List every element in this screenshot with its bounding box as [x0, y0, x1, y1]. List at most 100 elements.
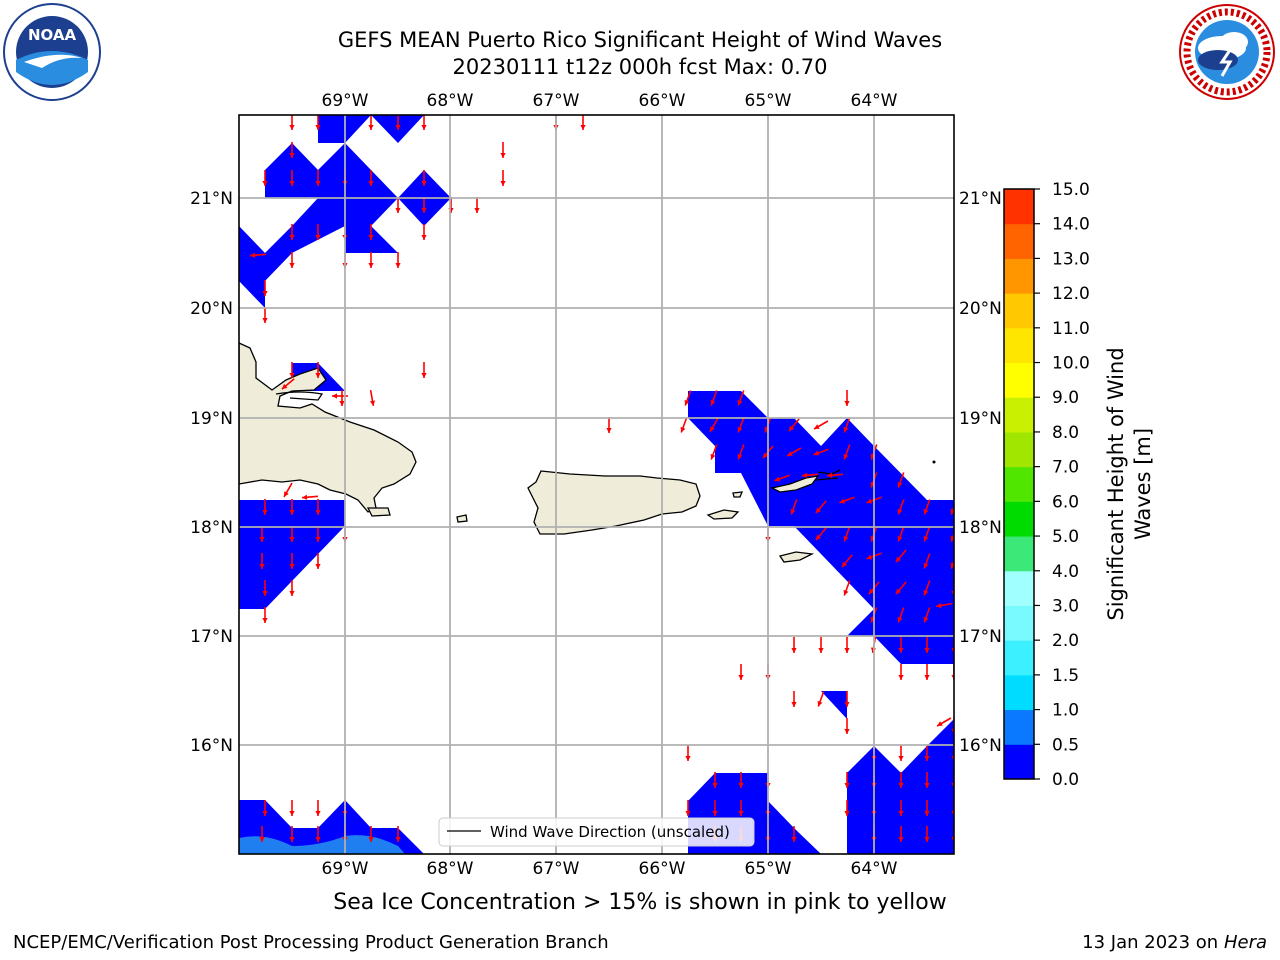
colorbar-segment [1004, 605, 1034, 641]
wind-wave-arrow [259, 553, 265, 569]
wind-wave-arrow [262, 800, 268, 816]
wind-wave-arrow [289, 252, 295, 268]
wind-wave-arrow [421, 170, 427, 186]
beata-island [366, 507, 391, 517]
lon-label: 67°W [533, 859, 580, 879]
wind-wave-arrow [474, 197, 480, 213]
wind-wave-arrow [369, 389, 376, 407]
wind-wave-arrow [817, 691, 825, 707]
wind-wave-arrow [685, 800, 691, 816]
lat-label: 20°N [959, 299, 1002, 319]
lon-label: 65°W [745, 859, 792, 879]
wind-wave-arrow [844, 800, 850, 816]
legend-label: Wind Wave Direction (unscaled) [490, 823, 730, 841]
hispaniola-landmass [239, 342, 417, 513]
colorbar-segment [1004, 674, 1034, 711]
wind-wave-arrow [843, 444, 851, 460]
colorbar-segment [1004, 431, 1034, 468]
lat-label: 19°N [190, 409, 233, 429]
wind-wave-arrow [259, 826, 265, 842]
colorbar-segment [1004, 744, 1034, 780]
colorbar-tick-label: 1.5 [1052, 666, 1079, 686]
wind-wave-arrow [262, 499, 268, 515]
colorbar-segment [1004, 501, 1034, 537]
wind-wave-arrow [262, 580, 268, 596]
wind-wave-arrow [500, 142, 506, 158]
wind-wave-arrow [923, 499, 931, 515]
wind-wave-arrow [315, 224, 321, 240]
lon-labels-bottom: 69°W 68°W 67°W 66°W 65°W 64°W [322, 859, 898, 879]
wind-wave-arrow [923, 607, 931, 623]
colorbar-segment [1004, 293, 1034, 329]
wind-wave-arrow [395, 826, 401, 842]
wind-wave-arrow [737, 417, 745, 433]
wind-wave-arrow [315, 170, 321, 186]
lon-label: 69°W [322, 859, 369, 879]
wind-wave-arrow [936, 717, 952, 727]
colorbar-tick-label: 9.0 [1052, 388, 1079, 408]
wind-wave-arrow [841, 554, 853, 568]
wind-wave-arrow [712, 800, 718, 816]
colorbar-segment [1004, 536, 1034, 572]
lat-labels-right: 21°N 20°N 19°N 18°N 17°N 16°N [959, 189, 1002, 756]
wind-wave-arrow [421, 197, 427, 213]
colorbar-tick-label: 14.0 [1052, 215, 1090, 235]
wind-wave-arrow [897, 499, 905, 515]
colorbar-tick-label: 11.0 [1052, 319, 1090, 339]
wind-wave-arrow [709, 417, 719, 433]
wind-wave-arrow [813, 420, 829, 430]
wind-wave-arrows [249, 115, 954, 842]
wind-wave-arrow [924, 826, 930, 842]
lon-label: 68°W [427, 91, 474, 111]
wind-wave-arrow [368, 115, 374, 130]
wind-wave-arrow [790, 499, 798, 515]
lat-label: 18°N [190, 518, 233, 538]
puerto-rico-landmass [527, 470, 701, 535]
wind-wave-arrow [421, 115, 427, 130]
colorbar-segment [1004, 327, 1034, 364]
wind-wave-arrow [898, 772, 904, 788]
lat-label: 16°N [190, 736, 233, 756]
small-island-dot [932, 460, 936, 464]
wind-wave-arrow [895, 549, 907, 563]
lat-label: 19°N [959, 409, 1002, 429]
wind-wave-arrow [259, 526, 265, 542]
lon-label: 66°W [639, 859, 686, 879]
colorbar-label-line2: Waves [m] [1131, 428, 1155, 540]
colorbar-tick-label: 2.0 [1052, 631, 1079, 651]
wind-wave-arrow [249, 252, 267, 258]
lat-label: 17°N [190, 627, 233, 647]
wind-wave-arrow [924, 664, 930, 680]
wind-wave-arrow [843, 526, 851, 542]
wind-wave-arrow [843, 417, 851, 433]
lat-label: 17°N [959, 627, 1002, 647]
wind-wave-arrow [421, 362, 427, 378]
wind-wave-arrow [712, 772, 718, 788]
noaa-logo: NOAA [3, 3, 101, 101]
wind-wave-arrow [710, 390, 718, 406]
wind-wave-arrow [289, 142, 295, 158]
colorbar [1004, 189, 1034, 780]
colorbar-tick-label: 0.0 [1052, 770, 1079, 790]
wind-wave-arrow [710, 444, 718, 460]
colorbar-segment [1004, 640, 1034, 676]
lon-label: 65°W [745, 91, 792, 111]
lat-labels-left: 21°N 20°N 19°N 18°N 17°N 16°N [190, 189, 233, 756]
wind-wave-arrow [897, 472, 905, 488]
wind-wave-arrow [826, 472, 844, 478]
wind-wave-arrow [924, 800, 930, 816]
colorbar-tick-label: 15.0 [1052, 180, 1090, 200]
wind-wave-arrow [289, 499, 295, 515]
lon-label: 69°W [322, 91, 369, 111]
colorbar-tick-label: 3.0 [1052, 596, 1079, 616]
wind-wave-arrow [898, 745, 904, 761]
lon-label: 64°W [851, 859, 898, 879]
wind-wave-arrow [283, 482, 293, 498]
footer-branch: NCEP/EMC/Verification Post Processing Pr… [13, 932, 609, 953]
wind-wave-arrow [738, 664, 744, 680]
wind-wave-arrow [680, 417, 688, 433]
lat-label: 18°N [959, 518, 1002, 538]
colorbar-tick-label: 13.0 [1052, 249, 1090, 269]
wind-wave-arrow [738, 800, 744, 816]
wind-wave-arrow [774, 474, 790, 482]
